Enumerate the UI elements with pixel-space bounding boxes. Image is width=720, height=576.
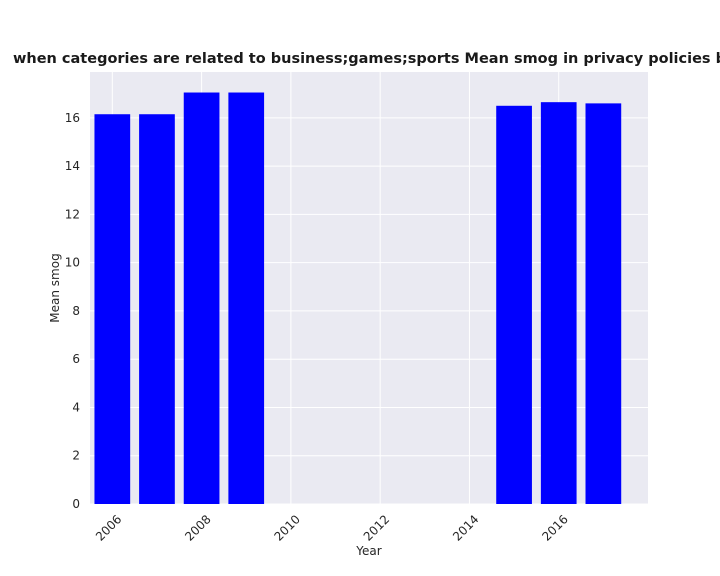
x-tick-label: 2006 [93,512,124,543]
y-axis-label: Mean smog [48,253,62,322]
x-axis-label: Year [355,544,381,558]
bar-2006 [94,114,131,505]
x-tick-label: 2008 [182,512,213,543]
bar-2008 [183,92,220,504]
y-tick-label: 0 [72,497,80,511]
y-tick-label: 14 [65,159,80,173]
y-tick-label: 8 [72,304,80,318]
bar-2016 [540,102,577,504]
y-tick-label: 6 [72,352,80,366]
x-axis-ticks: 2006 2008 2010 2012 2014 2016 [93,512,571,543]
x-tick-label: 2016 [539,512,570,543]
bars [94,92,622,505]
y-tick-label: 12 [65,207,80,221]
chart-title: when categories are related to business;… [13,51,720,67]
bar-2009 [228,92,265,504]
y-axis-ticks: 0 2 4 6 8 10 12 14 16 [65,111,80,511]
y-tick-label: 4 [72,400,80,414]
y-tick-label: 10 [65,256,80,270]
x-tick-label: 2014 [450,512,481,543]
y-tick-label: 16 [65,111,80,125]
bar-2015 [496,105,532,504]
bar-2017 [585,103,622,504]
x-tick-label: 2012 [361,512,392,543]
bar-2007 [139,114,175,505]
x-tick-label: 2010 [272,512,303,543]
y-tick-label: 2 [72,449,80,463]
